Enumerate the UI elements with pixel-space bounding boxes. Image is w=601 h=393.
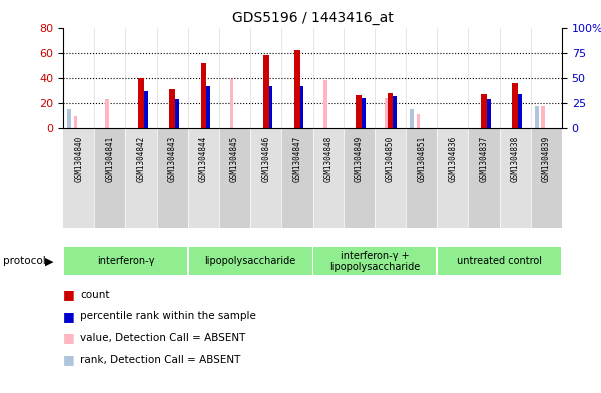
Bar <box>542 107 545 128</box>
Bar <box>250 128 281 228</box>
Text: ■: ■ <box>63 288 75 301</box>
Text: lipopolysaccharide: lipopolysaccharide <box>204 256 296 266</box>
Bar <box>513 83 518 128</box>
Bar <box>416 114 420 128</box>
Text: GSM1304843: GSM1304843 <box>168 136 177 182</box>
Bar <box>499 128 531 228</box>
Text: GSM1304848: GSM1304848 <box>323 136 332 182</box>
Bar <box>188 128 219 228</box>
Title: GDS5196 / 1443416_at: GDS5196 / 1443416_at <box>231 11 394 25</box>
Bar <box>388 93 393 128</box>
Bar <box>294 50 300 128</box>
Text: GSM1304850: GSM1304850 <box>386 136 395 182</box>
Bar <box>393 95 397 128</box>
Bar <box>219 128 250 228</box>
Bar <box>64 247 187 275</box>
Text: rank, Detection Call = ABSENT: rank, Detection Call = ABSENT <box>80 354 240 365</box>
Text: GSM1304844: GSM1304844 <box>199 136 208 182</box>
Bar <box>157 128 188 228</box>
Text: GSM1304836: GSM1304836 <box>448 136 457 182</box>
Bar <box>281 128 313 228</box>
Bar <box>385 97 389 128</box>
Bar <box>438 247 561 275</box>
Bar <box>468 128 499 228</box>
Bar <box>356 95 362 128</box>
Bar <box>406 128 438 228</box>
Text: GSM1304839: GSM1304839 <box>542 136 551 182</box>
Text: value, Detection Call = ABSENT: value, Detection Call = ABSENT <box>80 333 245 343</box>
Bar <box>67 109 71 128</box>
Bar <box>375 128 406 228</box>
Bar <box>531 128 562 228</box>
Text: GSM1304840: GSM1304840 <box>74 136 83 182</box>
Bar <box>313 128 344 228</box>
Text: GSM1304846: GSM1304846 <box>261 136 270 182</box>
Text: GSM1304845: GSM1304845 <box>230 136 239 182</box>
Bar <box>300 86 304 128</box>
Text: interferon-γ: interferon-γ <box>97 256 154 266</box>
Bar <box>535 106 539 128</box>
Bar <box>362 97 366 128</box>
Text: GSM1304851: GSM1304851 <box>417 136 426 182</box>
Bar <box>269 86 272 128</box>
Text: count: count <box>80 290 109 300</box>
Text: GSM1304849: GSM1304849 <box>355 136 364 182</box>
Bar <box>481 94 487 128</box>
Bar <box>344 128 375 228</box>
Text: GSM1304841: GSM1304841 <box>105 136 114 182</box>
Bar <box>63 128 94 228</box>
Bar <box>74 116 78 128</box>
Text: ▶: ▶ <box>45 256 53 266</box>
Bar <box>323 80 327 128</box>
Bar <box>169 89 175 128</box>
Bar <box>314 247 436 275</box>
Bar <box>206 86 210 128</box>
Text: protocol: protocol <box>3 256 46 266</box>
Bar <box>144 91 148 128</box>
Text: untreated control: untreated control <box>457 256 542 266</box>
Text: GSM1304838: GSM1304838 <box>511 136 520 182</box>
Text: GSM1304842: GSM1304842 <box>136 136 145 182</box>
Bar <box>263 55 269 128</box>
Text: ■: ■ <box>63 310 75 323</box>
Bar <box>175 99 178 128</box>
Bar <box>230 79 233 128</box>
Bar <box>126 128 157 228</box>
Bar <box>487 99 490 128</box>
Text: ■: ■ <box>63 353 75 366</box>
Bar <box>410 109 414 128</box>
Text: GSM1304847: GSM1304847 <box>293 136 302 182</box>
Bar <box>201 62 206 128</box>
Text: percentile rank within the sample: percentile rank within the sample <box>80 311 256 321</box>
Text: GSM1304837: GSM1304837 <box>480 136 489 182</box>
Bar <box>105 99 109 128</box>
Text: ■: ■ <box>63 331 75 345</box>
Bar <box>94 128 126 228</box>
Text: interferon-γ +
lipopolysaccharide: interferon-γ + lipopolysaccharide <box>329 251 421 272</box>
Bar <box>189 247 311 275</box>
Bar <box>518 94 522 128</box>
Bar <box>138 77 144 128</box>
Bar <box>438 128 468 228</box>
